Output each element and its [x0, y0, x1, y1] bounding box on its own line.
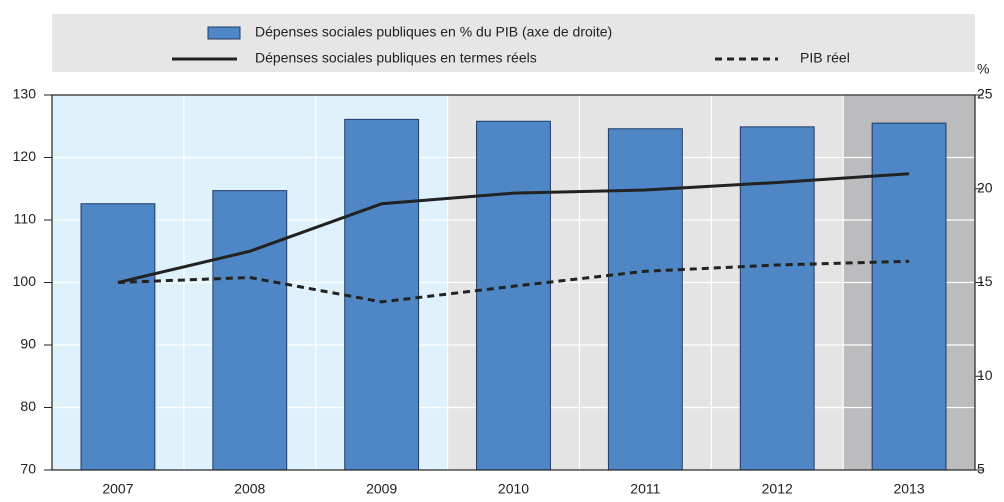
- bar: [212, 190, 288, 471]
- y-tick-label: 120: [13, 148, 37, 164]
- y2-axis-label: %: [977, 61, 989, 77]
- y2-tick-label: 5: [977, 461, 985, 477]
- x-tick-label: 2009: [366, 481, 397, 497]
- y-tick-label: 100: [13, 273, 37, 289]
- y-tick-label: 110: [14, 211, 37, 227]
- x-tick-label: 2012: [762, 481, 793, 497]
- y2-tick-label: 20: [977, 179, 993, 195]
- line: [117, 259, 910, 304]
- x-tick-label: 2011: [630, 481, 660, 497]
- y-tick-label: 70: [20, 461, 36, 477]
- y-tick-label: 90: [20, 336, 36, 352]
- legend-label: PIB réel: [800, 50, 850, 66]
- x-tick-label: 2008: [234, 481, 265, 497]
- legend-label: Dépenses sociales publiques en % du PIB …: [255, 24, 612, 40]
- legend-box: [52, 14, 975, 72]
- line: [117, 172, 910, 284]
- legend-label: Dépenses sociales publiques en termes ré…: [255, 50, 537, 66]
- y2-tick-label: 15: [977, 273, 993, 289]
- y-tick-label: 80: [20, 398, 36, 414]
- legend-swatch: [207, 26, 241, 40]
- bar: [739, 126, 815, 471]
- bar: [607, 128, 683, 471]
- y2-tick-label: 10: [977, 367, 993, 383]
- x-tick-label: 2007: [102, 481, 133, 497]
- y2-tick-label: 25: [977, 86, 993, 102]
- x-tick-label: 2010: [498, 481, 529, 497]
- x-tick-label: 2013: [893, 481, 924, 497]
- y-tick-label: 130: [13, 86, 37, 102]
- bar: [80, 203, 156, 471]
- marks: [80, 118, 947, 471]
- bar: [871, 122, 947, 471]
- bar: [476, 120, 551, 471]
- bar: [344, 118, 420, 471]
